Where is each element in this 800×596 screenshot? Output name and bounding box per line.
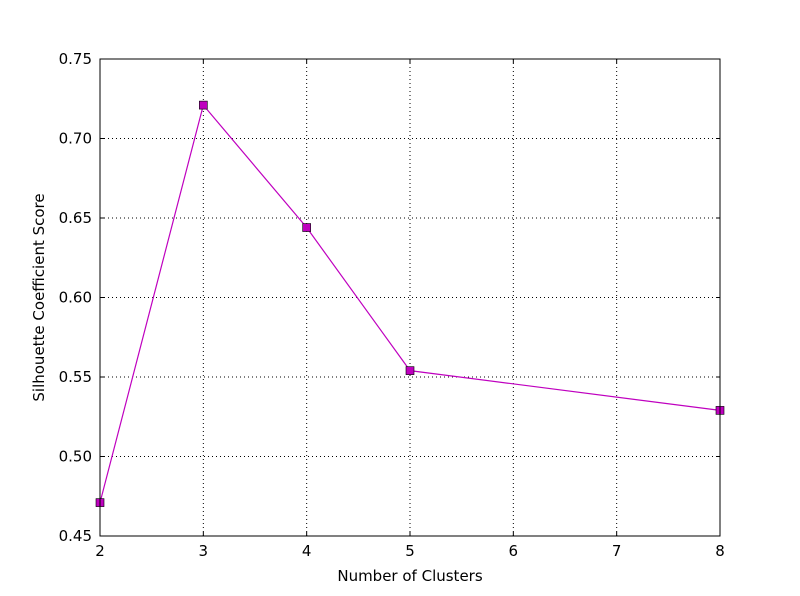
x-tick-label: 7 xyxy=(612,542,622,560)
x-tick-label: 5 xyxy=(405,542,415,560)
data-point-marker xyxy=(302,223,311,232)
y-tick-label: 0.60 xyxy=(59,289,92,307)
data-point-marker xyxy=(199,100,208,110)
tick-marks xyxy=(99,58,721,537)
y-tick-labels: 0.45 0.50 0.55 0.60 0.65 0.70 0.75 xyxy=(59,50,92,545)
y-tick-label: 0.50 xyxy=(59,448,92,466)
data-point-marker xyxy=(405,366,415,375)
x-tick-label: 8 xyxy=(715,542,725,560)
x-tick-label: 2 xyxy=(95,542,105,560)
x-tick-labels: 2 3 4 5 6 7 8 xyxy=(95,542,725,560)
y-tick-label: 0.55 xyxy=(59,368,92,386)
y-axis-title: Silhouette Coefficient Score xyxy=(30,193,48,401)
grid-lines xyxy=(99,58,721,537)
x-tick-label: 6 xyxy=(509,542,519,560)
y-tick-label: 0.75 xyxy=(59,50,92,68)
x-axis-title: Number of Clusters xyxy=(337,567,482,585)
y-tick-label: 0.65 xyxy=(59,209,92,227)
y-tick-label: 0.70 xyxy=(59,130,92,148)
y-tick-label: 0.45 xyxy=(59,527,92,545)
x-tick-label: 3 xyxy=(199,542,209,560)
x-tick-label: 4 xyxy=(302,542,312,560)
